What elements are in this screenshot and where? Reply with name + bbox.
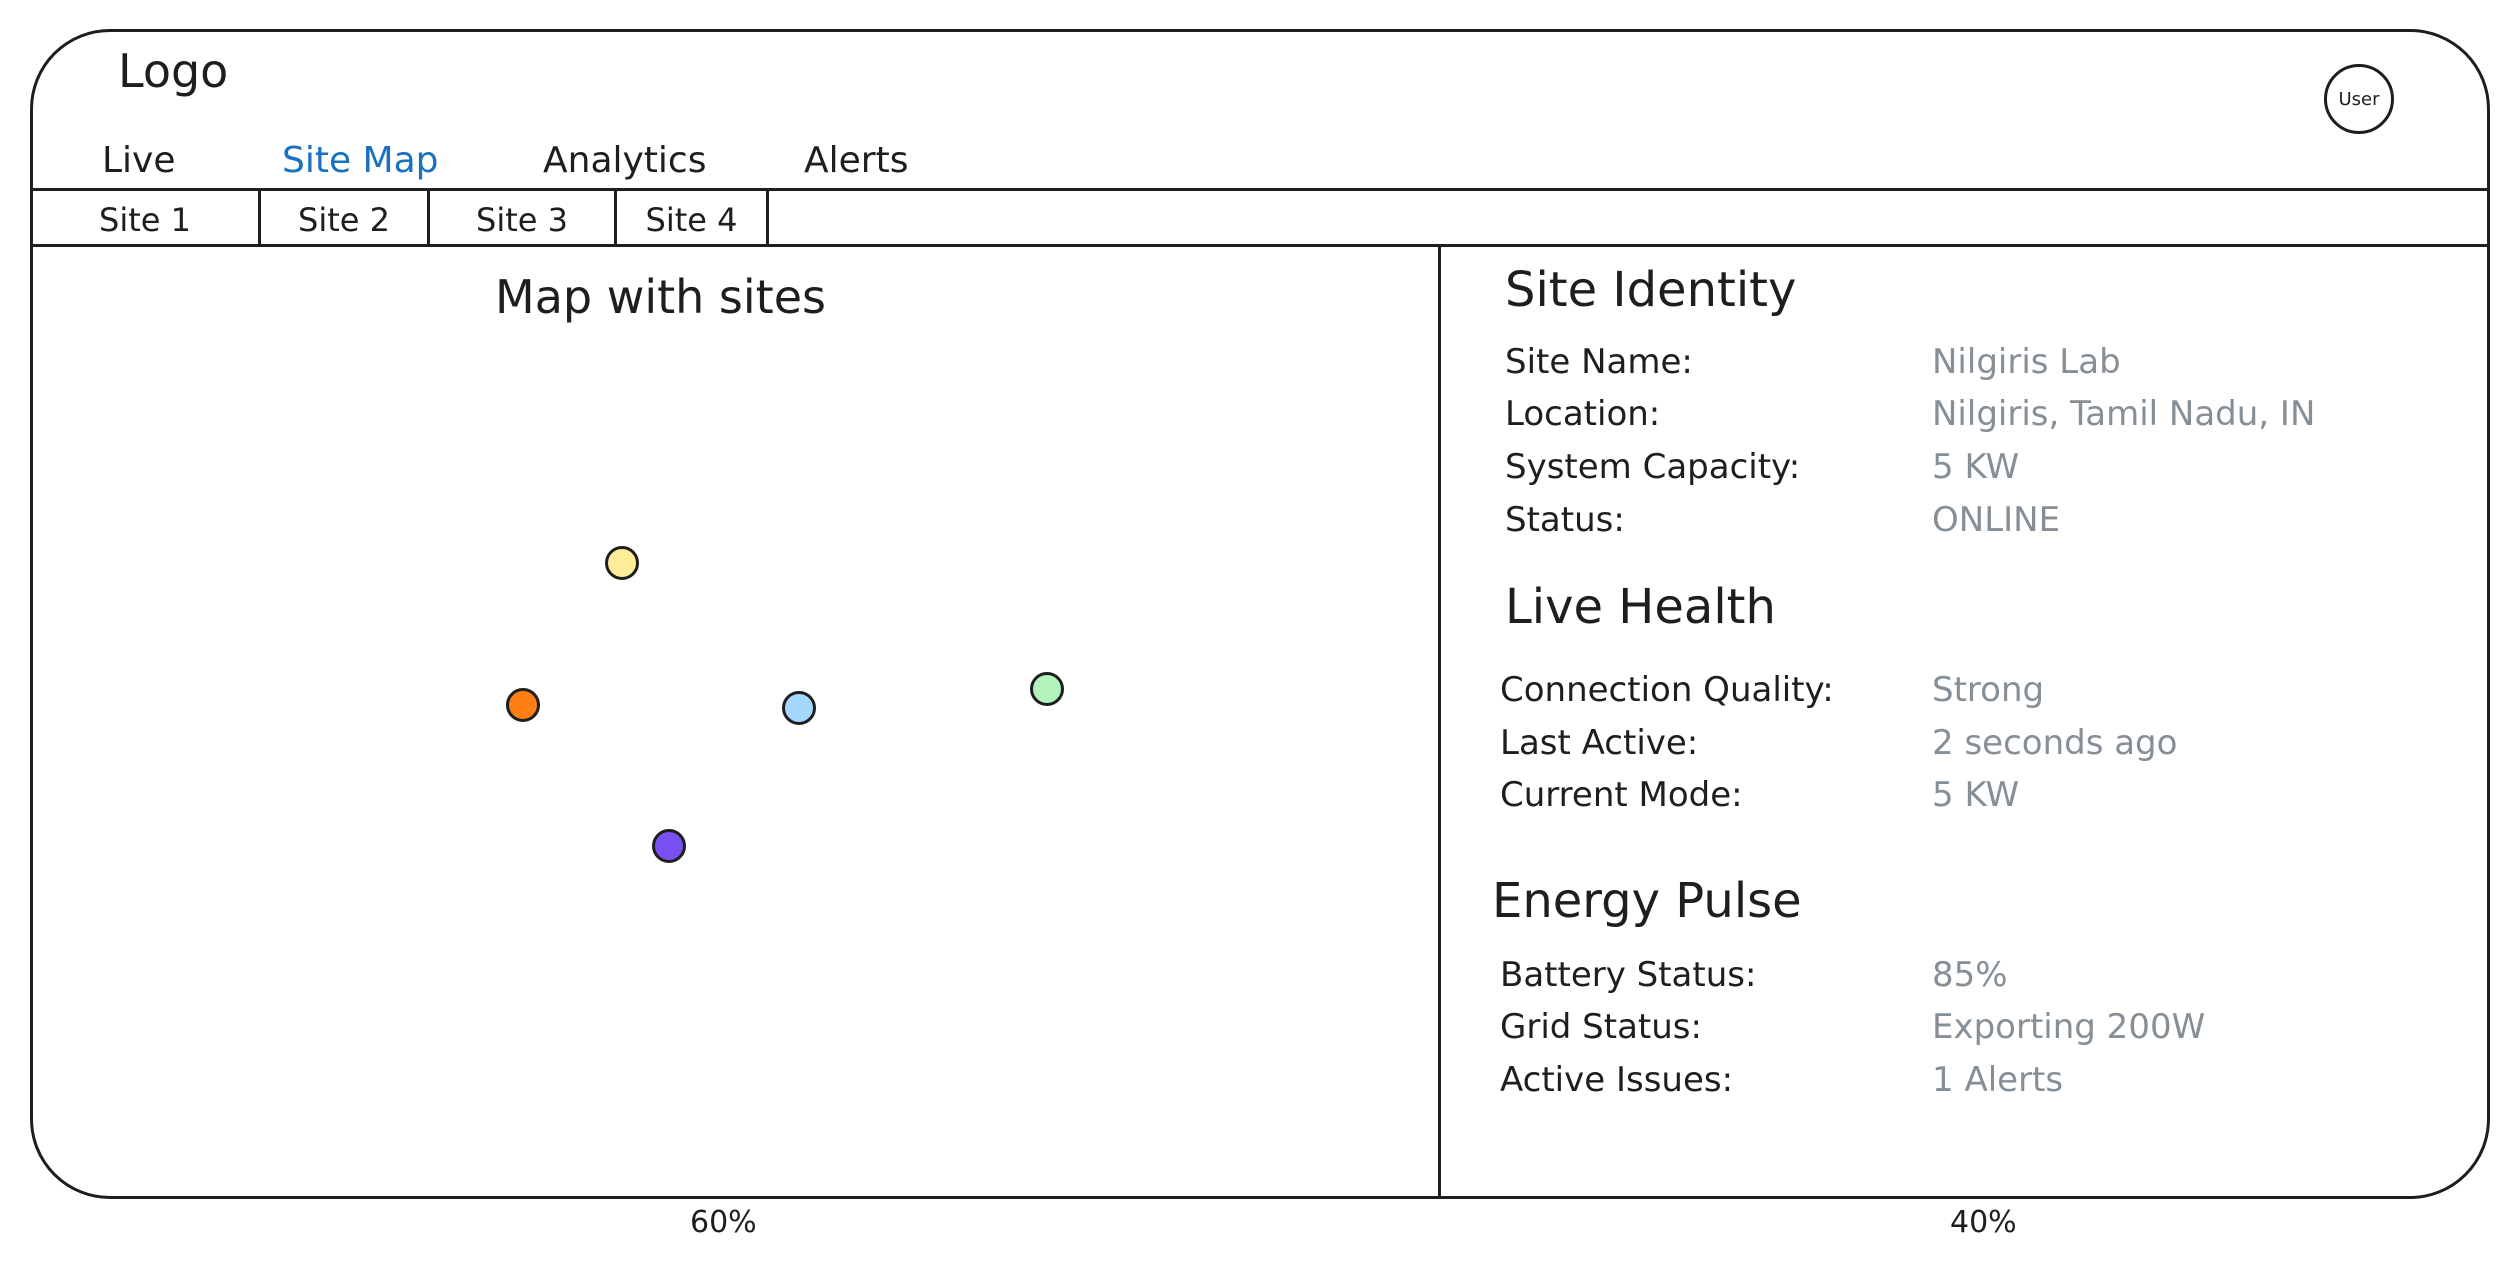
- status-label: Status:: [1505, 500, 1625, 540]
- app-frame: [30, 29, 2490, 1199]
- battery-status-value: 85%: [1932, 955, 2008, 995]
- current-mode-label: Current Mode:: [1500, 775, 1743, 815]
- connection-quality-value: Strong: [1932, 670, 2045, 710]
- nav-item-site-map[interactable]: Site Map: [282, 140, 439, 181]
- panel-divider: [1438, 244, 1441, 1199]
- site-marker[interactable]: [605, 546, 639, 580]
- site-identity-heading: Site Identity: [1505, 262, 1797, 318]
- last-active-value: 2 seconds ago: [1932, 723, 2178, 763]
- site-name-label: Site Name:: [1505, 342, 1693, 382]
- grid-status-value: Exporting 200W: [1932, 1007, 2206, 1047]
- tab-separator: [766, 190, 769, 245]
- grid-status-label: Grid Status:: [1500, 1007, 1702, 1047]
- tab-separator: [427, 190, 430, 245]
- site-marker[interactable]: [1030, 672, 1064, 706]
- left-panel-width-label: 60%: [690, 1205, 757, 1240]
- tab-site-1[interactable]: Site 1: [99, 201, 191, 239]
- tab-site-4[interactable]: Site 4: [645, 201, 738, 239]
- active-issues-label: Active Issues:: [1500, 1060, 1734, 1100]
- tabs-divider: [30, 244, 2490, 247]
- nav-item-analytics[interactable]: Analytics: [543, 140, 707, 181]
- nav-item-live[interactable]: Live: [102, 140, 176, 181]
- user-label: User: [2338, 88, 2380, 110]
- right-panel-width-label: 40%: [1950, 1205, 2017, 1240]
- active-issues-value: 1 Alerts: [1932, 1060, 2064, 1100]
- tab-separator: [258, 190, 261, 245]
- connection-quality-label: Connection Quality:: [1500, 670, 1834, 710]
- location-value: Nilgiris, Tamil Nadu, IN: [1932, 394, 2316, 434]
- site-marker[interactable]: [782, 691, 816, 725]
- status-value: ONLINE: [1932, 500, 2061, 540]
- energy-pulse-heading: Energy Pulse: [1492, 873, 1802, 929]
- battery-status-label: Battery Status:: [1500, 955, 1757, 995]
- tab-site-2[interactable]: Site 2: [298, 201, 390, 239]
- logo[interactable]: Logo: [118, 44, 229, 98]
- current-mode-value: 5 KW: [1932, 775, 2020, 815]
- nav-divider: [30, 188, 2490, 191]
- site-marker[interactable]: [506, 688, 540, 722]
- tab-site-3[interactable]: Site 3: [476, 201, 568, 239]
- site-marker[interactable]: [652, 829, 686, 863]
- user-avatar[interactable]: User: [2324, 64, 2394, 134]
- last-active-label: Last Active:: [1500, 723, 1699, 763]
- system-capacity-value: 5 KW: [1932, 447, 2020, 487]
- site-name-value: Nilgiris Lab: [1932, 342, 2121, 382]
- location-label: Location:: [1505, 394, 1661, 434]
- map-title: Map with sites: [495, 270, 826, 324]
- nav-item-alerts[interactable]: Alerts: [804, 140, 909, 181]
- live-health-heading: Live Health: [1505, 579, 1776, 635]
- tab-separator: [614, 190, 617, 245]
- system-capacity-label: System Capacity:: [1505, 447, 1801, 487]
